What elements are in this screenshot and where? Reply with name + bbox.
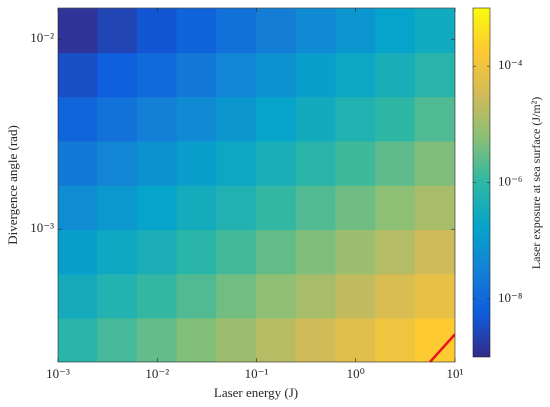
heatmap-cell [255,140,297,186]
heatmap-cell [414,8,455,54]
heatmap-cell [295,229,337,275]
heatmap-cell [216,229,257,275]
heatmap-cell [295,52,337,98]
heatmap-cell [414,140,455,186]
heatmap-cell [216,140,257,186]
heatmap-cell [375,229,416,275]
heatmap-cell [136,317,178,362]
y-axis-label: Divergence angle (rad) [5,125,20,245]
heatmap-cell [375,184,416,231]
heatmap-cell [295,273,337,319]
heatmap-cell [216,96,257,142]
heatmap-cell [255,273,297,319]
heatmap-cell [375,140,416,186]
heatmap-cell [97,140,138,186]
heatmap-cell [176,273,218,319]
heatmap-cell [255,317,297,362]
heatmap-cell [176,96,218,142]
heatmap-cell [176,140,218,186]
heatmap-cell [255,184,297,231]
heatmap-cell [136,184,178,231]
heatmap-cell [97,317,138,362]
heatmap-cell [136,96,178,142]
heatmap-cell [255,96,297,142]
heatmap-cell [414,52,455,98]
colorbar-tick-label: 10⁻⁶ [498,173,522,188]
heatmap-cell [136,273,178,319]
heatmap-cell [375,8,416,54]
heatmap-cell [58,96,99,142]
heatmap-cell [136,229,178,275]
heatmap-cell [335,184,377,231]
heatmap-cell [295,8,337,54]
y-tick-label: 10⁻² [30,30,54,45]
heatmap-cell [255,8,297,54]
heatmap-cell [295,140,337,186]
heatmap-cell [97,52,138,98]
heatmap-cell [414,317,455,362]
colorbar-label: Laser exposure at sea surface (J/m²) [529,97,543,270]
heatmap-cell [58,317,99,362]
heatmap-cell [414,273,455,319]
heatmap-cell [58,229,99,275]
heatmap-cell [216,52,257,98]
heatmap-cell [414,96,455,142]
heatmap-cell [176,52,218,98]
heatmap-cell [216,317,257,362]
heatmap-cell [216,8,257,54]
x-tick-label: 10⁻³ [46,366,70,381]
heatmap-cell [414,184,455,231]
x-axis-label: Laser energy (J) [214,385,298,400]
heatmap-cell [136,8,178,54]
heatmap-cell [375,96,416,142]
heatmap-cell [216,273,257,319]
heatmap-cell [58,273,99,319]
heatmap-cell [176,8,218,54]
heatmap-cell [176,229,218,275]
heatmap-cell [97,273,138,319]
heatmap-cell [97,184,138,231]
heatmap-cell [335,229,377,275]
colorbar-tick-label: 10⁻⁴ [498,57,523,72]
heatmap-cell [375,52,416,98]
x-tick-label: 10¹ [447,366,464,381]
heatmap-cell [375,317,416,362]
heatmap-cell [335,140,377,186]
heatmap-cell [97,96,138,142]
colorbar-tick-label: 10⁻⁸ [498,290,523,305]
x-tick-label: 10⁻² [145,366,169,381]
heatmap-cell [97,229,138,275]
heatmap-cell [255,52,297,98]
heatmap [58,8,455,362]
heatmap-cell [176,184,218,231]
heatmap-cell [58,184,99,231]
threshold-line [429,333,455,362]
heatmap-cell [335,8,377,54]
heatmap-cell [58,52,99,98]
heatmap-cell [97,8,138,54]
x-tick-label: 10⁻¹ [245,366,269,381]
heatmap-cell [58,140,99,186]
heatmap-cell [58,8,99,54]
heatmap-cell [295,317,337,362]
heatmap-cell [335,273,377,319]
heatmap-cell [216,184,257,231]
heatmap-cell [136,52,178,98]
y-tick-label: 10⁻³ [30,220,54,235]
heatmap-cell [176,317,218,362]
heatmap-cell [335,96,377,142]
heatmap-cell [136,140,178,186]
heatmap-cell [335,317,377,362]
heatmap-cell [375,273,416,319]
x-tick-label: 10⁰ [347,366,365,381]
heatmap-cell [295,96,337,142]
heatmap-cell [295,184,337,231]
heatmap-cell [255,229,297,275]
heatmap-cell [335,52,377,98]
heatmap-cell [414,229,455,275]
